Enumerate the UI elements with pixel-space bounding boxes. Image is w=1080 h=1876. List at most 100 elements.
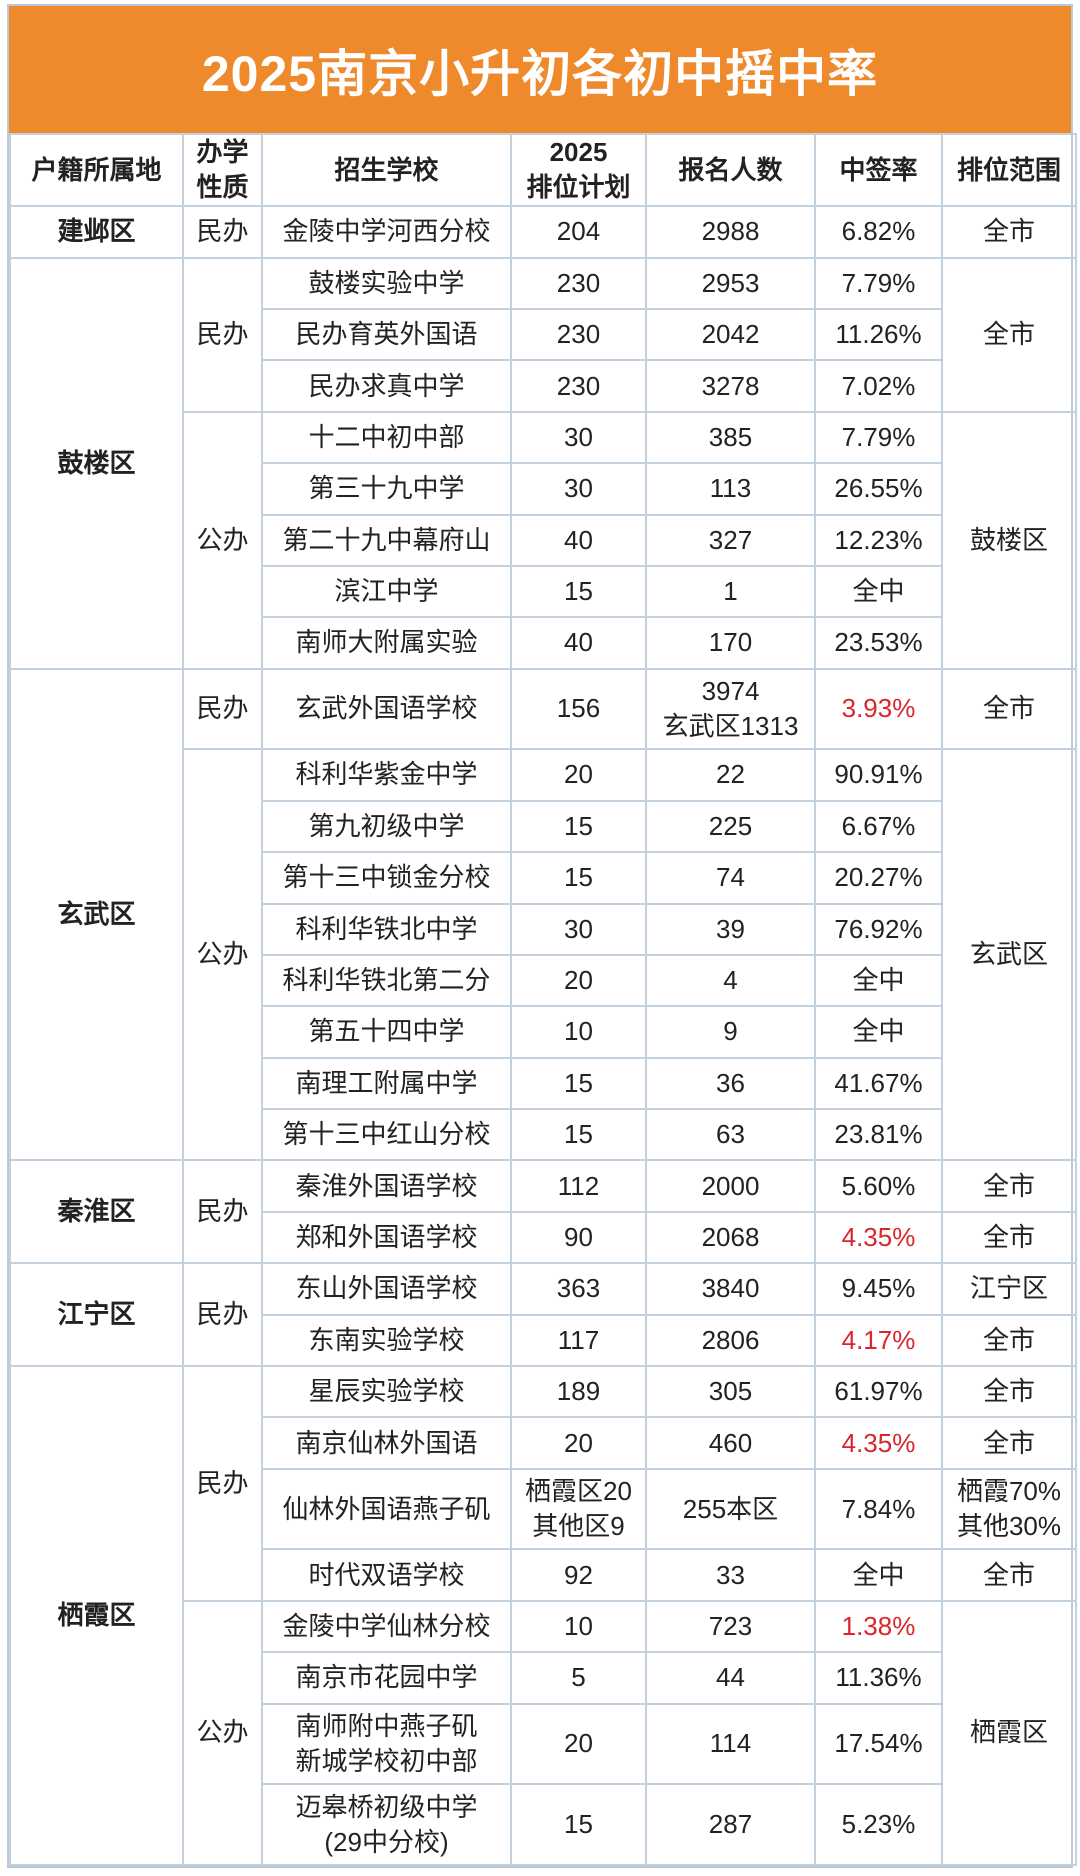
applicants-cell: 39	[645, 902, 816, 956]
type-cell: 民办	[182, 1365, 263, 1602]
rate-cell: 17.54%	[814, 1702, 943, 1786]
school-cell: 科利华铁北中学	[261, 902, 512, 956]
rate-cell: 7.79%	[814, 410, 943, 465]
type-cell: 公办	[182, 410, 263, 670]
rate-cell: 9.45%	[814, 1262, 943, 1316]
plan-cell: 30	[510, 410, 647, 465]
header-cell: 2025 排位计划	[510, 132, 647, 208]
table-row: 公办 金陵中学仙林分校 10 723 1.38% 栖霞区	[10, 1599, 1077, 1867]
table-card: 2025南京小升初各初中摇中率 户籍所属地 办学 性质 招生学校 2025 排位计划报…	[7, 4, 1077, 1868]
rate-cell: 23.53%	[814, 616, 943, 670]
table-row: 民办育英外国语 230 2042 11.26%	[10, 307, 1076, 362]
table-row: 时代双语学校 92 33 全中 全市	[10, 1548, 1077, 1602]
table-row: 鼓楼区 民办 鼓楼实验中学 230 2953 7.79% 全市	[9, 256, 1077, 670]
applicants-cell: 22	[645, 748, 816, 802]
rate-cell: 7.84%	[814, 1467, 943, 1551]
school-cell: 科利华铁北第二分	[261, 953, 512, 1008]
table-row: 郑和外国语学校 90 2068 4.35% 全市	[10, 1210, 1077, 1265]
header-cell: 排位范围	[941, 132, 1077, 208]
range-cell: 全市	[941, 1548, 1077, 1602]
applicants-cell: 3974 玄武区1313	[645, 667, 816, 751]
school-cell: 郑和外国语学校	[261, 1210, 512, 1265]
applicants-cell: 3278	[645, 359, 816, 413]
rate-cell: 3.93%	[814, 667, 943, 751]
school-cell: 第二十九中幕府山	[261, 513, 512, 567]
table-row: 南京仙林外国语 20 460 4.35% 全市	[10, 1416, 1077, 1470]
table-row: 东南实验学校 117 2806 4.17% 全市	[10, 1313, 1077, 1368]
school-cell: 迈皋桥初级中学 (29中分校)	[261, 1783, 512, 1866]
header-row: 户籍所属地 办学 性质 招生学校 2025 排位计划 报名人数 中签率 排位范围	[9, 132, 1077, 208]
plan-cell: 92	[510, 1548, 647, 1602]
plan-cell: 204	[510, 205, 647, 259]
rate-cell: 6.67%	[814, 799, 943, 854]
rate-cell: 76.92%	[814, 902, 943, 956]
applicants-cell: 2953	[645, 256, 816, 310]
plan-cell: 10	[510, 1599, 647, 1654]
plan-cell: 20	[510, 1416, 647, 1470]
school-cell: 第三十九中学	[261, 462, 512, 516]
plan-cell: 15	[510, 799, 647, 854]
table-row: 科利华铁北中学 30 39 76.92%	[10, 902, 1076, 956]
school-cell: 南师大附属实验	[261, 616, 512, 670]
range-cell: 栖霞区	[941, 1599, 1077, 1867]
rate-cell: 1.38%	[814, 1599, 943, 1654]
range-cell: 全市	[941, 205, 1077, 259]
applicants-cell: 255本区	[645, 1467, 816, 1551]
applicants-cell: 74	[645, 851, 816, 905]
school-cell: 南理工附属中学	[261, 1056, 512, 1111]
range-cell: 栖霞70% 其他30%	[941, 1467, 1077, 1551]
applicants-cell: 33	[645, 1548, 816, 1602]
district-cell: 栖霞区	[9, 1365, 184, 1866]
header-cell: 户籍所属地	[9, 132, 184, 208]
table-row: 第九初级中学 15 225 6.67%	[10, 799, 1076, 854]
range-cell: 江宁区	[941, 1262, 1077, 1316]
table-row: 建邺区 民办 金陵中学河西分校 204 2988 6.82% 全市	[9, 205, 1077, 259]
table-row: 第二十九中幕府山 40 327 12.23%	[10, 513, 1076, 567]
applicants-cell: 327	[645, 513, 816, 567]
plan-cell: 117	[510, 1313, 647, 1368]
school-cell: 金陵中学河西分校	[261, 205, 512, 259]
plan-cell: 20	[510, 748, 647, 802]
school-cell: 第五十四中学	[261, 1005, 512, 1059]
table-body: 建邺区 民办 金陵中学河西分校 204 2988 6.82% 全市 鼓楼区 民办 鼓楼实验中学 23…	[9, 205, 1077, 1867]
applicants-cell: 63	[645, 1108, 816, 1162]
table-row: 公办 科利华紫金中学 20 22 90.91% 玄武区	[10, 748, 1077, 1162]
plan-cell: 189	[510, 1365, 647, 1419]
plan-cell: 15	[510, 1056, 647, 1111]
type-cell: 民办	[182, 205, 263, 259]
school-cell: 星辰实验学校	[261, 1365, 512, 1419]
header-cell: 办学 性质	[182, 132, 263, 208]
table: 户籍所属地 办学 性质 招生学校 2025 排位计划 报名人数 中签率 排位范围 建邺区 民办…	[9, 132, 1077, 1867]
plan-cell: 5	[510, 1651, 647, 1705]
applicants-cell: 287	[645, 1783, 816, 1866]
applicants-cell: 36	[645, 1056, 816, 1111]
plan-cell: 40	[510, 616, 647, 670]
applicants-cell: 1	[645, 564, 816, 619]
rate-cell: 26.55%	[814, 462, 943, 516]
rate-cell: 全中	[814, 953, 943, 1008]
rate-cell: 20.27%	[814, 851, 943, 905]
table-row: 公办 十二中初中部 30 385 7.79% 鼓楼区	[10, 410, 1077, 670]
rate-cell: 5.23%	[814, 1783, 943, 1866]
table-row: 第十三中红山分校 15 63 23.81%	[10, 1108, 1076, 1162]
rate-cell: 4.35%	[814, 1210, 943, 1265]
page-body: {"title": "2025南京小升初各初中摇中率", "header": […	[0, 4, 1080, 1876]
applicants-cell: 385	[645, 410, 816, 465]
rate-cell: 23.81%	[814, 1108, 943, 1162]
plan-cell: 230	[510, 256, 647, 310]
table-row: 民办求真中学 230 3278 7.02%	[10, 359, 1076, 413]
plan-cell: 15	[510, 564, 647, 619]
plan-cell: 230	[510, 307, 647, 362]
school-cell: 十二中初中部	[261, 410, 512, 465]
plan-cell: 30	[510, 462, 647, 516]
table-row: 南京市花园中学 5 44 11.36%	[10, 1651, 1076, 1705]
school-cell: 第十三中红山分校	[261, 1108, 512, 1162]
range-cell: 鼓楼区	[941, 410, 1077, 670]
range-cell: 全市	[941, 1210, 1077, 1265]
rate-cell: 4.35%	[814, 1416, 943, 1470]
applicants-cell: 4	[645, 953, 816, 1008]
range-cell: 全市	[941, 667, 1077, 751]
table-row: 仙林外国语燕子矶 栖霞区20 其他区9 255本区 7.84% 栖霞70% 其他30%	[10, 1467, 1077, 1551]
district-cell: 玄武区	[9, 667, 184, 1162]
range-cell: 玄武区	[941, 748, 1077, 1162]
